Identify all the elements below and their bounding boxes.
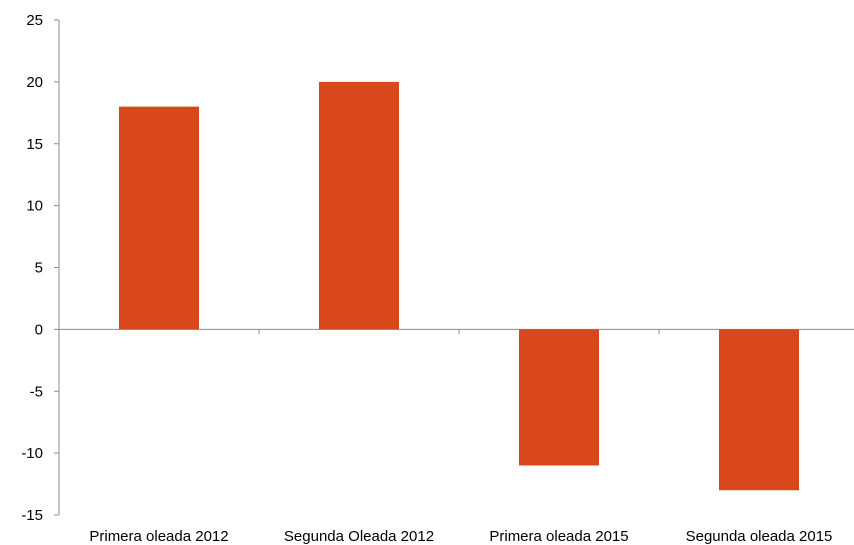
x-category-label: Segunda oleada 2015 [686, 528, 833, 545]
y-tick-label: 20 [26, 74, 43, 91]
x-category-label: Primera oleada 2012 [89, 528, 228, 545]
y-tick-label: 15 [26, 136, 43, 153]
bars [119, 81, 799, 491]
labels: 25 20 15 10 5 0 -5 -10 -15 Primera oleada 2012 Seg… [21, 12, 832, 545]
y-tick-label: 5 [35, 260, 43, 277]
y-tick-label: -15 [21, 507, 43, 524]
y-tick-label: 10 [26, 198, 43, 215]
bar-1 [119, 106, 199, 330]
y-tick-label: 25 [26, 12, 43, 29]
bar-2 [319, 81, 399, 330]
y-tick-label: -10 [21, 445, 43, 462]
bar-3 [519, 329, 599, 466]
bar-4 [719, 329, 799, 491]
y-tick-label: 0 [35, 321, 43, 338]
x-category-label: Segunda Oleada 2012 [284, 528, 434, 545]
x-category-label: Primera oleada 2015 [489, 528, 628, 545]
y-tick-label: -5 [30, 383, 43, 400]
